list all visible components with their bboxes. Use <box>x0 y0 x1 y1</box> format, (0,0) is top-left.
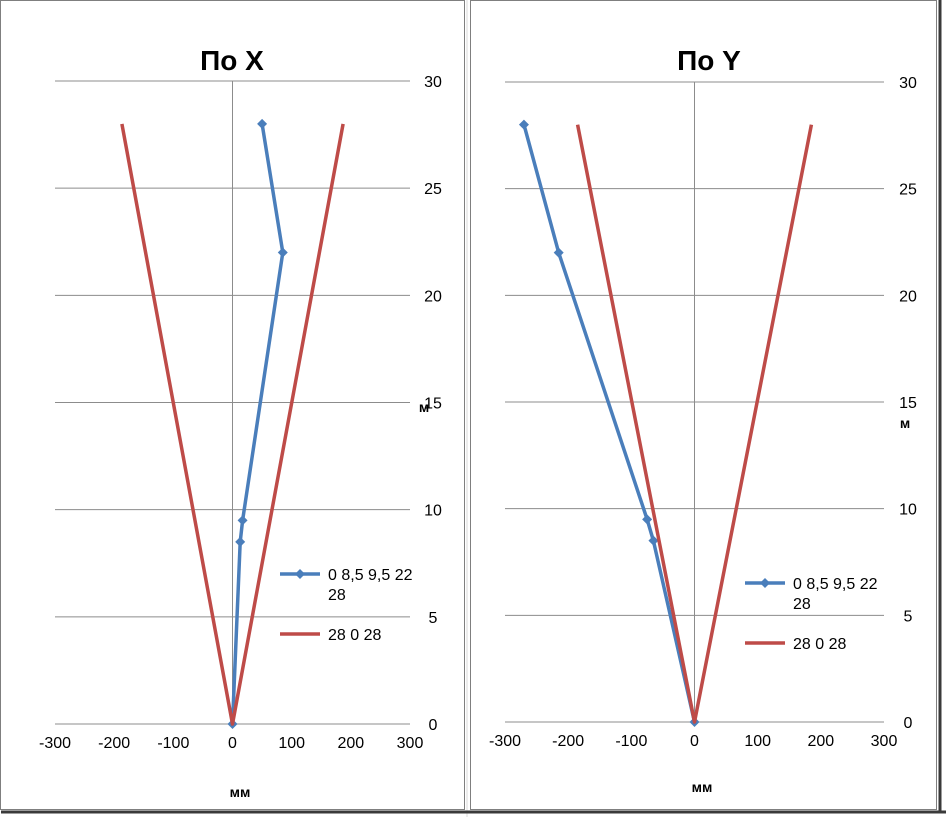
y-axis-title: м <box>900 415 910 431</box>
y-tick-label: 30 <box>899 75 917 92</box>
legend-label-series-1: 0 8,5 9,5 22 28 <box>328 567 413 604</box>
y-tick-label: 0 <box>429 717 438 734</box>
data-point-marker <box>235 536 246 547</box>
data-point-marker <box>257 118 268 129</box>
x-axis-title: мм <box>230 784 251 800</box>
y-tick-label: 25 <box>899 182 917 199</box>
x-tick-label: 300 <box>871 733 898 750</box>
x-tick-label: -200 <box>552 733 584 750</box>
y-tick-label: 5 <box>429 610 438 627</box>
data-point-marker <box>237 515 248 526</box>
y-tick-label: 30 <box>424 74 442 91</box>
y-tick-label: 15 <box>424 396 442 413</box>
legend-label-series-1: 0 8,5 9,5 22 28 <box>793 576 878 613</box>
y-tick-label: 25 <box>424 181 442 198</box>
x-tick-label: -300 <box>489 733 521 750</box>
x-tick-label: 300 <box>397 735 424 752</box>
y-tick-label: 10 <box>424 503 442 520</box>
x-tick-label: 100 <box>744 733 771 750</box>
x-tick-label: 200 <box>807 733 834 750</box>
chart-title: По Y <box>677 45 741 76</box>
data-point-marker <box>648 535 659 546</box>
x-tick-label: -100 <box>157 735 189 752</box>
legend-label-series-2: 28 0 28 <box>793 636 846 653</box>
x-tick-label: 200 <box>337 735 364 752</box>
x-tick-label: 0 <box>228 735 237 752</box>
y-axis-title: м <box>419 399 429 415</box>
chart-panel-frame-right <box>470 0 937 810</box>
y-tick-label: 5 <box>904 608 913 625</box>
legend: 0 8,5 9,5 22 28 28 0 28 <box>745 576 878 653</box>
x-tick-label: 100 <box>278 735 305 752</box>
x-tick-label: -300 <box>39 735 71 752</box>
data-point-marker <box>642 514 653 525</box>
x-tick-label: -100 <box>615 733 647 750</box>
chart-title: По X <box>200 45 264 76</box>
data-point-marker <box>518 119 529 130</box>
data-point-marker <box>553 247 564 258</box>
legend-label-series-2: 28 0 28 <box>328 627 381 644</box>
legend-marker-series-1 <box>295 569 305 579</box>
x-tick-label: 0 <box>690 733 699 750</box>
x-tick-label: -200 <box>98 735 130 752</box>
x-axis-title: мм <box>692 779 713 795</box>
series-line-red <box>575 124 814 724</box>
y-tick-label: 0 <box>904 715 913 732</box>
series-line-red <box>120 123 345 726</box>
y-tick-label: 15 <box>899 395 917 412</box>
legend: 0 8,5 9,5 22 28 28 0 28 <box>280 567 413 644</box>
y-tick-label: 20 <box>899 288 917 305</box>
y-tick-label: 10 <box>899 502 917 519</box>
legend-marker-series-1 <box>760 578 770 588</box>
y-tick-label: 20 <box>424 288 442 305</box>
data-point-marker <box>277 247 288 258</box>
